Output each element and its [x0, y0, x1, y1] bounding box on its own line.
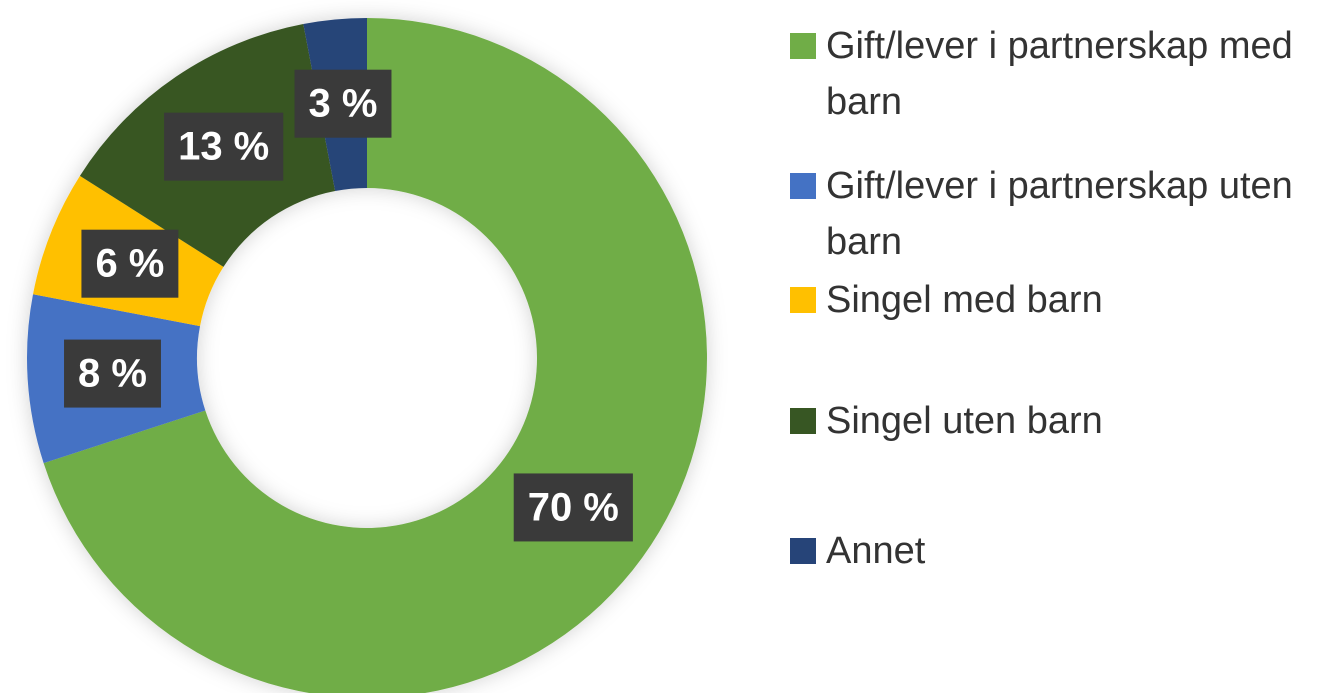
legend-swatch — [790, 538, 816, 564]
legend-swatch — [790, 408, 816, 434]
legend-item: Annet — [790, 523, 1310, 579]
data-label: 3 % — [309, 82, 378, 126]
data-label: 70 % — [528, 485, 619, 529]
legend-label: Singel med barn — [826, 279, 1103, 321]
legend-label: Annet — [826, 530, 926, 572]
data-labels: 70 % 8 % 6 % 13 % 3 % — [64, 69, 633, 542]
legend-label: Gift/lever i partnerskap uten barn — [826, 165, 1293, 263]
chart: 70 % 8 % 6 % 13 % 3 % — [26, 18, 707, 693]
label-box — [294, 69, 392, 138]
data-label: 6 % — [95, 242, 164, 286]
legend-item: Gift/lever i partnerskap uten barn — [790, 158, 1310, 270]
legend-label: Gift/lever i partnerskap med barn — [826, 25, 1293, 123]
legend-label: Singel uten barn — [826, 400, 1103, 442]
legend-item: Singel uten barn — [790, 393, 1310, 449]
label-box — [81, 229, 179, 298]
legend-item: Gift/lever i partnerskap med barn — [790, 18, 1310, 130]
legend-swatch — [790, 287, 816, 313]
label-box — [164, 112, 284, 181]
legend-swatch — [790, 33, 816, 59]
legend-item: Singel med barn — [790, 272, 1310, 328]
data-label: 8 % — [78, 352, 147, 396]
label-box — [513, 473, 633, 542]
legend-swatch — [790, 173, 816, 199]
label-box — [64, 339, 161, 408]
data-label: 13 % — [178, 125, 269, 169]
